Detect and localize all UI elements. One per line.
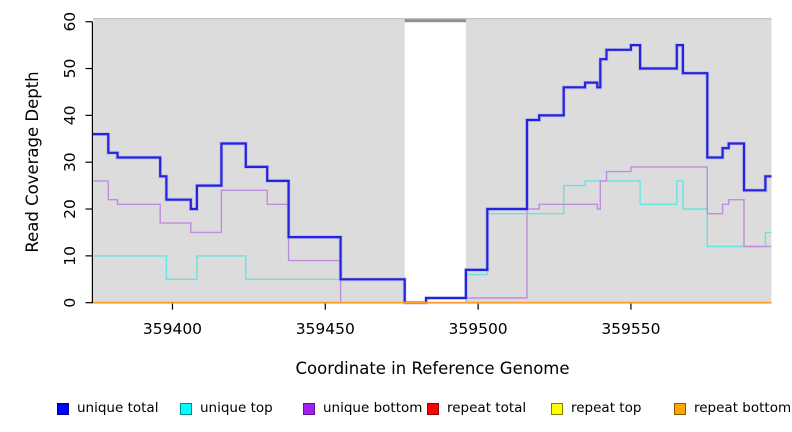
coverage-gap-region [404, 22, 466, 303]
y-tick-label: 40 [61, 105, 79, 125]
x-tick-label: 359400 [143, 320, 202, 338]
y-tick-label: 10 [61, 246, 79, 266]
y-tick-label: 0 [61, 298, 79, 308]
x-tick-label: 359550 [601, 320, 660, 338]
y-tick-label: 20 [61, 199, 79, 219]
y-axis-title: Read Coverage Depth [23, 71, 42, 253]
y-tick-label: 60 [61, 12, 79, 32]
x-axis-title: Coordinate in Reference Genome [295, 359, 570, 378]
y-tick-label: 30 [61, 152, 79, 172]
series-line-unique-bottom [93, 166, 772, 304]
y-tick-label: 50 [61, 59, 79, 79]
x-tick-label: 359500 [449, 320, 508, 338]
x-tick-label: 359450 [296, 320, 355, 338]
gap-top-bar [404, 18, 466, 23]
series-line-unique-top [93, 180, 772, 304]
series-line-unique-total [93, 44, 772, 304]
